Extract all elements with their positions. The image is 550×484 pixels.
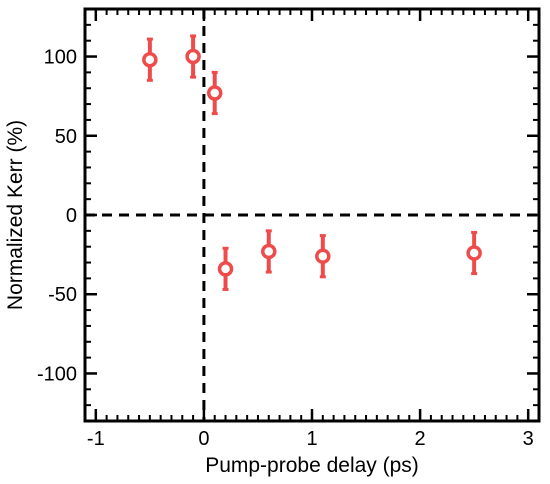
x-tick-label: 0 xyxy=(198,428,209,450)
point-marker xyxy=(206,85,223,101)
x-tick-label: 1 xyxy=(306,428,317,450)
data-point xyxy=(261,229,277,274)
y-tick-label: 100 xyxy=(44,47,77,69)
point-marker xyxy=(142,51,158,68)
x-tick-label: -1 xyxy=(87,428,105,450)
reference-lines xyxy=(85,9,539,421)
point-marker xyxy=(466,245,482,261)
data-point xyxy=(206,70,223,116)
point-marker xyxy=(261,243,277,260)
data-points xyxy=(142,34,482,291)
data-point xyxy=(142,37,158,82)
major-ticks xyxy=(85,9,539,421)
tick-labels: -1 0 1 2 3 -100 -50 0 50 100 xyxy=(37,47,534,450)
point-marker xyxy=(217,261,234,277)
y-tick-label: -50 xyxy=(48,284,77,306)
y-axis-label: Normalized Kerr (%) xyxy=(4,120,27,310)
data-point xyxy=(217,246,234,291)
x-axis-label: Pump-probe delay (ps) xyxy=(205,454,419,477)
data-point xyxy=(315,234,331,279)
y-tick-label: -100 xyxy=(37,363,77,385)
x-tick-label: 3 xyxy=(523,428,534,450)
data-point xyxy=(466,230,482,276)
point-marker xyxy=(185,48,201,65)
x-tick-label: 2 xyxy=(415,428,426,450)
y-tick-label: 50 xyxy=(55,126,77,148)
data-point xyxy=(185,34,201,79)
y-tick-label: 0 xyxy=(66,205,77,227)
point-marker xyxy=(315,248,331,264)
plot-frame xyxy=(83,7,541,423)
